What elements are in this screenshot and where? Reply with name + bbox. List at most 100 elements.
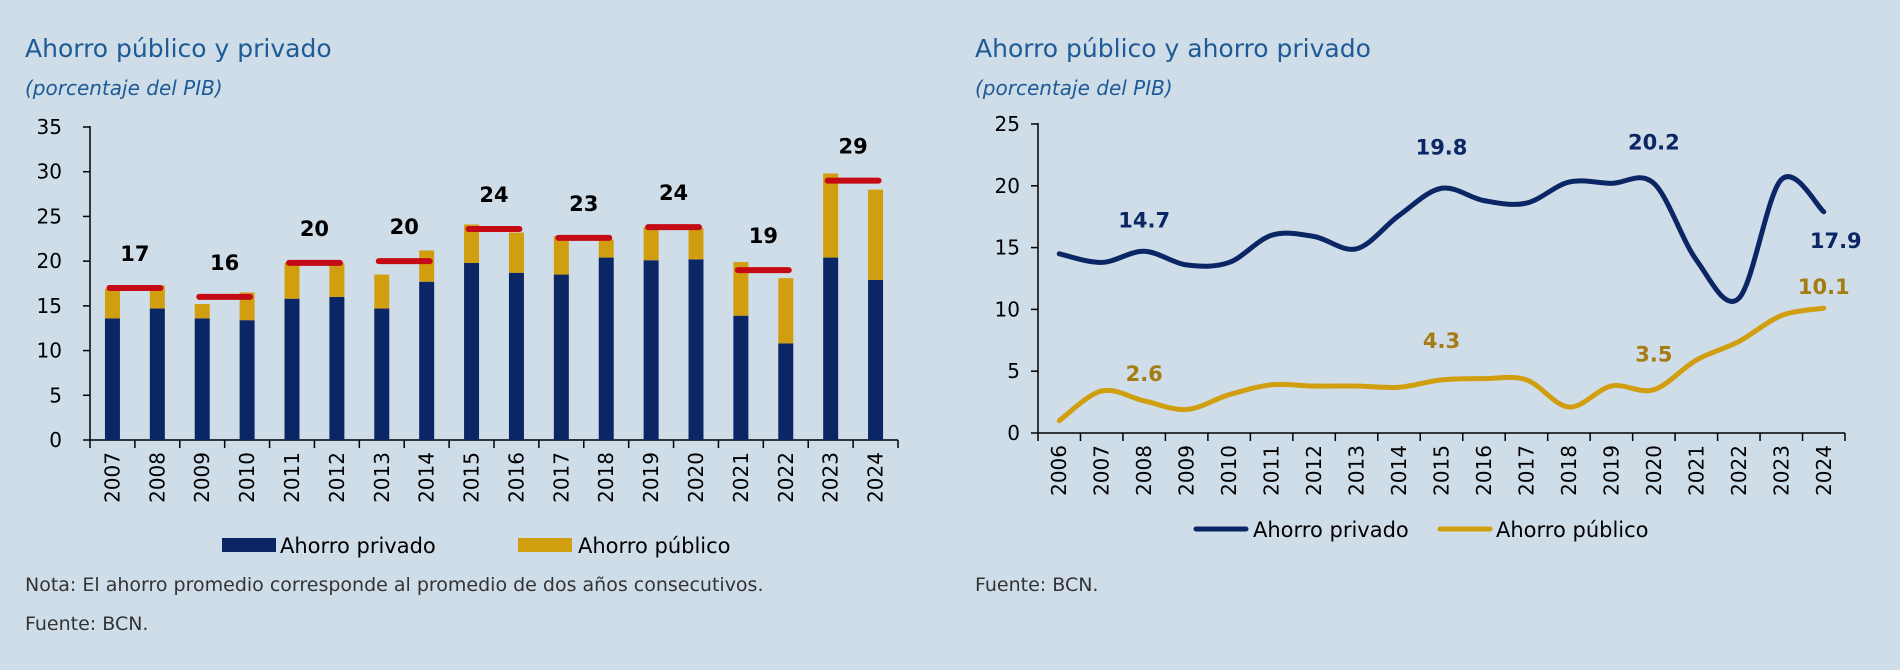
bar-ahorro-privado (778, 343, 794, 440)
left-chart-panel: Ahorro público y privado (porcentaje del… (25, 34, 899, 635)
y-tick-label: 20 (995, 174, 1020, 198)
x-tick-label: 2018 (1557, 445, 1581, 496)
bar-ahorro-privado (688, 259, 704, 440)
bar-ahorro-privado (239, 320, 255, 440)
average-label: 17 (120, 242, 149, 266)
bar-ahorro-publico (553, 236, 569, 275)
bar-ahorro-privado (419, 281, 435, 440)
y-tick-label: 0 (49, 428, 62, 452)
x-tick-label: 2020 (684, 452, 708, 503)
data-label: 14.7 (1118, 208, 1170, 232)
bar-ahorro-publico (149, 285, 165, 309)
y-tick-label: 30 (37, 160, 62, 184)
x-tick-label: 2014 (415, 452, 439, 503)
x-tick-label: 2010 (235, 452, 259, 503)
x-tick-label: 2007 (1090, 445, 1114, 496)
right-chart-panel: Ahorro público y ahorro privado (porcent… (950, 0, 1900, 670)
bar-ahorro-publico (868, 189, 884, 280)
average-label: 24 (479, 183, 508, 207)
y-tick-label: 20 (37, 249, 62, 273)
x-tick-label: 2009 (190, 452, 214, 503)
right-source-note: Fuente: BCN. (975, 574, 1099, 596)
x-tick-label: 2021 (729, 452, 753, 503)
bar-ahorro-privado (104, 318, 120, 440)
bar-ahorro-privado (149, 308, 165, 440)
average-label: 16 (210, 251, 239, 275)
y-tick-label: 15 (37, 294, 62, 318)
data-label: 20.2 (1628, 130, 1680, 154)
x-tick-label: 2023 (1769, 445, 1793, 496)
average-label: 20 (390, 215, 419, 239)
x-tick-label: 2011 (280, 452, 304, 503)
bar-ahorro-publico (643, 227, 659, 261)
x-tick-label: 2010 (1217, 445, 1241, 496)
bar-ahorro-publico (823, 173, 839, 258)
bar-ahorro-privado (374, 308, 390, 440)
line-chart: 0 5 10 15 20 25 2006 2007 2008 2009 2010 2011 2012 20… (995, 112, 1862, 542)
right-chart-title: Ahorro público y ahorro privado (975, 34, 1371, 63)
y-tick-label: 35 (37, 115, 62, 139)
y-tick-label: 5 (1007, 359, 1020, 383)
left-chart-title: Ahorro público y privado (25, 34, 332, 63)
y-tick-label: 25 (37, 204, 62, 228)
average-label: 24 (659, 181, 688, 205)
y-tick-label: 10 (37, 339, 62, 363)
right-chart-subtitle: (porcentaje del PIB) (975, 76, 1173, 100)
legend-swatch-ahorro-publico (518, 538, 572, 552)
bar-ahorro-privado (553, 274, 569, 440)
line-ahorro-privado (1056, 174, 1827, 304)
average-label: 23 (569, 192, 598, 216)
bar-ahorro-privado (733, 315, 749, 440)
chart-note: Nota: El ahorro promedio corresponde al … (25, 574, 764, 596)
bar-ahorro-privado (464, 262, 480, 440)
legend-label-ahorro-publico: Ahorro público (1496, 518, 1649, 542)
bar-ahorro-privado (598, 257, 614, 440)
x-tick-label: 2013 (1345, 445, 1369, 496)
x-tick-label: 2024 (1812, 445, 1836, 496)
data-label: 19.8 (1416, 135, 1468, 159)
x-tick-label: 2022 (1727, 445, 1751, 496)
data-label: 17.9 (1810, 229, 1862, 253)
bar-ahorro-publico (778, 278, 794, 344)
x-tick-label: 2016 (1472, 445, 1496, 496)
x-tick-label: 2019 (1599, 445, 1623, 496)
bar-ahorro-publico (508, 232, 524, 273)
data-label: 2.6 (1126, 362, 1163, 386)
x-tick-label: 2024 (864, 452, 888, 503)
bar-ahorro-privado (823, 257, 839, 440)
y-tick-label: 25 (995, 112, 1020, 136)
bar-ahorro-publico (733, 262, 749, 316)
bar-ahorro-publico (284, 262, 300, 299)
x-tick-label: 2017 (549, 452, 573, 503)
x-tick-label: 2020 (1642, 445, 1666, 496)
legend-swatch-ahorro-privado (222, 538, 276, 552)
legend-label-ahorro-privado: Ahorro privado (1253, 518, 1409, 542)
x-tick-label: 2014 (1387, 445, 1411, 496)
x-tick-label: 2016 (504, 452, 528, 503)
x-tick-label: 2019 (639, 452, 663, 503)
bar-ahorro-privado (868, 279, 884, 440)
x-tick-label: 2015 (1430, 445, 1454, 496)
bar-ahorro-privado (643, 260, 659, 440)
x-tick-label: 2015 (460, 452, 484, 503)
x-tick-label: 2009 (1175, 445, 1199, 496)
bar-ahorro-privado (284, 298, 300, 440)
x-tick-label: 2012 (325, 452, 349, 503)
bar-ahorro-publico (194, 304, 210, 319)
stacked-bar-chart: 0 5 10 15 20 25 30 35 2007 2008 2009 2010 2011 2012 20… (37, 115, 899, 558)
bar-ahorro-publico (419, 250, 435, 282)
x-tick-label: 2008 (145, 452, 169, 503)
legend-label-ahorro-publico: Ahorro público (578, 534, 731, 558)
x-tick-label: 2021 (1684, 445, 1708, 496)
data-label: 10.1 (1798, 275, 1850, 299)
data-label: 4.3 (1423, 329, 1460, 353)
bar-ahorro-publico (329, 262, 345, 297)
x-tick-label: 2012 (1302, 445, 1326, 496)
average-label: 29 (838, 135, 867, 159)
y-tick-label: 10 (995, 297, 1020, 321)
y-tick-label: 5 (49, 383, 62, 407)
x-tick-label: 2006 (1047, 445, 1071, 496)
y-tick-label: 15 (995, 236, 1020, 260)
bar-ahorro-publico (688, 228, 704, 260)
bar-ahorro-privado (329, 296, 345, 440)
